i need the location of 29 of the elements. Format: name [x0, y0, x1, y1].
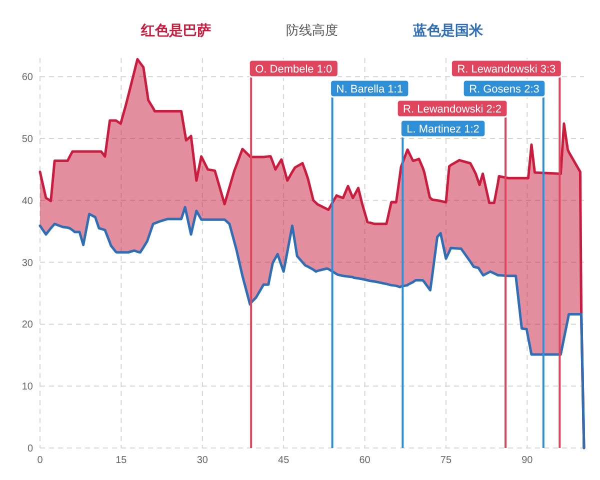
- y-tick-label: 40: [22, 196, 33, 207]
- legend-label: 红色是巴萨: [141, 22, 211, 38]
- x-tick-label: 90: [522, 455, 533, 466]
- legend-label: 蓝色是国米: [413, 22, 483, 38]
- annotation: N. Barella 1:1: [330, 79, 410, 98]
- x-tick-label: 75: [440, 455, 452, 466]
- annotation: R. Lewandowski 3:3: [457, 63, 556, 76]
- x-tick-label: 15: [116, 455, 127, 466]
- annotation: R. Gosens 2:3: [469, 83, 540, 96]
- annotation: L. Martinez 1:2: [400, 119, 486, 138]
- annotation: R. Lewandowski 2:2: [396, 99, 508, 118]
- annotation: R. Gosens 2:3: [462, 79, 546, 98]
- annotation: R. Lewandowski 3:3: [450, 59, 562, 78]
- annotation: O. Dembele 1:0: [255, 63, 332, 76]
- y-tick-label: 0: [27, 444, 33, 454]
- y-tick-label: 20: [22, 320, 33, 331]
- title: 防线高度: [286, 22, 338, 38]
- x-tick-label: 45: [278, 455, 290, 466]
- y-tick-label: 10: [22, 382, 33, 393]
- y-tick-label: 60: [22, 72, 33, 84]
- x-tick-label: 30: [196, 455, 208, 466]
- annotation: O. Dembele 1:0: [248, 59, 339, 78]
- annotation: R. Lewandowski 2:2: [403, 103, 502, 116]
- annotation: N. Barella 1:1: [336, 83, 403, 96]
- x-tick-label: 0: [37, 455, 43, 466]
- y-tick-label: 30: [22, 258, 33, 269]
- x-tick-label: 60: [359, 455, 370, 466]
- annotation: L. Martinez 1:2: [406, 123, 480, 136]
- y-tick-label: 50: [22, 134, 33, 145]
